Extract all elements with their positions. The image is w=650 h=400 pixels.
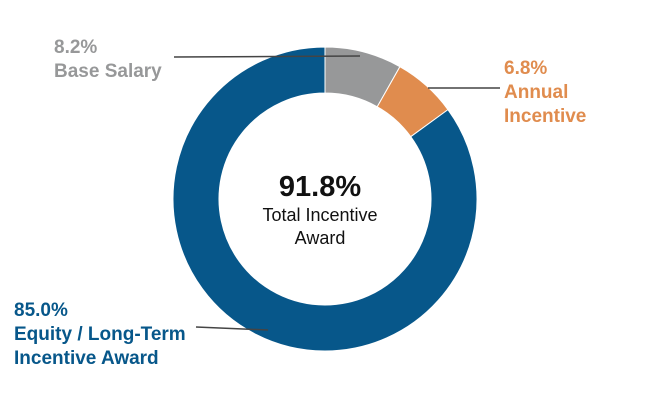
label-annual-incentive: 6.8% Annual Incentive	[504, 57, 586, 129]
label-equity-name-line2: Incentive Award	[14, 348, 159, 369]
label-annual-incentive-name-line1: Annual	[504, 82, 569, 103]
label-base-salary-value: 8.2%	[54, 37, 98, 58]
center-caption-line1: Total Incentive	[262, 205, 378, 225]
center-caption-line2: Award	[294, 228, 346, 248]
center-total: 91.8% Total Incentive Award	[210, 170, 430, 250]
center-total-value: 91.8%	[278, 171, 362, 203]
label-base-salary: 8.2% Base Salary	[54, 36, 162, 84]
center-total-caption: Total Incentive Award	[210, 204, 430, 250]
label-equity-value: 85.0%	[14, 300, 68, 321]
label-base-salary-name: Base Salary	[54, 61, 162, 82]
slice-equity-long-term-incentive-award	[172, 46, 478, 352]
label-annual-incentive-name-line2: Incentive	[504, 106, 587, 127]
label-annual-incentive-value: 6.8%	[504, 58, 548, 79]
donut-slices	[172, 46, 478, 352]
label-equity-name-line1: Equity / Long-Term	[14, 324, 186, 345]
leader-base-salary	[173, 55, 361, 58]
leader-lines	[173, 55, 500, 331]
label-equity-long-term: 85.0% Equity / Long-Term Incentive Award	[14, 299, 186, 371]
leader-equity	[195, 326, 269, 331]
